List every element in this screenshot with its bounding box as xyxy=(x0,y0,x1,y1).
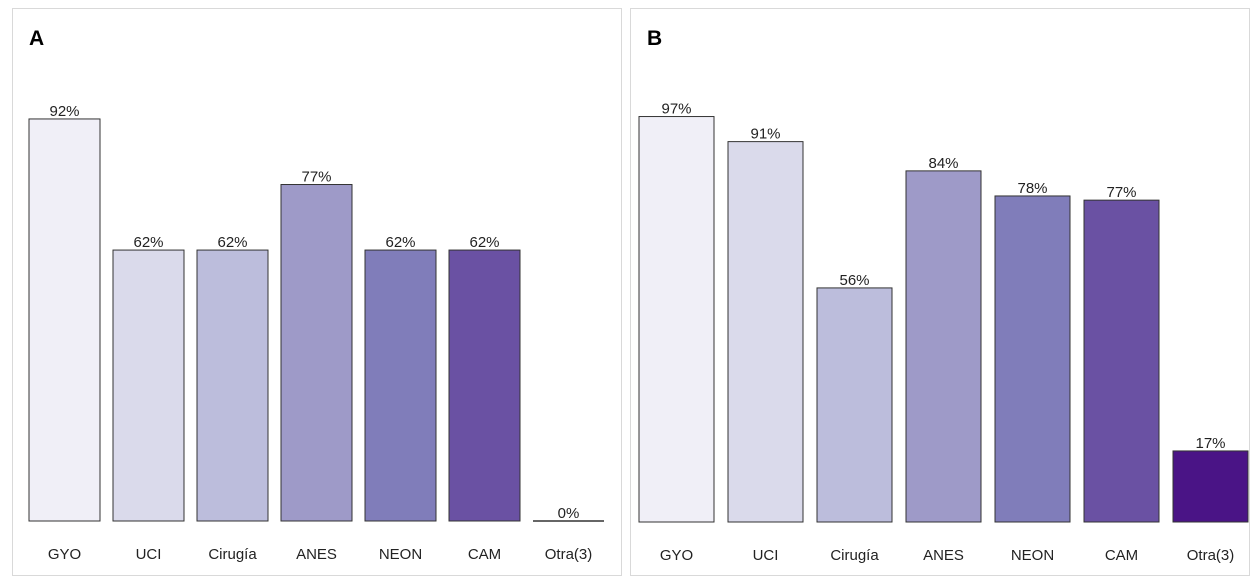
panel-label-b: B xyxy=(647,27,663,50)
category-label-a-gyo: GYO xyxy=(48,546,81,563)
value-label-b-cirugia: 56% xyxy=(839,272,869,289)
panel-label-a: A xyxy=(29,27,45,50)
bar-b-otra-3 xyxy=(1172,450,1249,523)
bar-b-cirugia xyxy=(816,287,893,523)
bar-chart-b: 97% GYO 91% UCI 56% Cirugía 84% ANES 78% NEON 77% C… xyxy=(638,101,1249,564)
chart-panel-b: B 97% GYO 91% UCI 56% Cirugía 84% ANES 78% NEON 77… xyxy=(630,8,1250,576)
category-label-b-neon: NEON xyxy=(1011,547,1054,564)
value-label-b-otra-3: 17% xyxy=(1195,435,1225,452)
bar-b-neon xyxy=(994,195,1071,523)
value-label-b-gyo: 97% xyxy=(661,101,691,118)
bar-b-uci xyxy=(727,141,804,523)
value-label-b-neon: 78% xyxy=(1017,180,1047,197)
value-label-a-uci: 62% xyxy=(133,234,163,251)
category-label-b-gyo: GYO xyxy=(660,547,693,564)
value-label-a-gyo: 92% xyxy=(49,103,79,120)
category-label-b-cirugia: Cirugía xyxy=(830,547,879,564)
category-label-b-uci: UCI xyxy=(753,547,779,564)
bar-a-cirugia xyxy=(196,249,269,522)
value-label-a-anes: 77% xyxy=(301,169,331,186)
value-label-b-uci: 91% xyxy=(750,126,780,143)
value-label-a-cam: 62% xyxy=(469,234,499,251)
bar-a-gyo xyxy=(28,118,101,522)
category-label-b-cam: CAM xyxy=(1105,547,1138,564)
bar-b-anes xyxy=(905,170,982,523)
bar-chart-a: 92% GYO 62% UCI 62% Cirugía 77% ANES 62% NEON 62% C… xyxy=(28,103,604,563)
value-label-a-neon: 62% xyxy=(385,234,415,251)
value-label-a-cirugia: 62% xyxy=(217,234,247,251)
bar-a-neon xyxy=(364,249,437,522)
category-label-b-anes: ANES xyxy=(923,547,964,564)
value-label-a-otra-3: 0% xyxy=(558,505,580,522)
bar-a-cam xyxy=(448,249,521,522)
category-label-a-neon: NEON xyxy=(379,546,422,563)
value-label-b-cam: 77% xyxy=(1106,184,1136,201)
category-label-a-uci: UCI xyxy=(136,546,162,563)
category-label-a-cirugia: Cirugía xyxy=(208,546,257,563)
bar-b-cam xyxy=(1083,199,1160,523)
category-label-a-cam: CAM xyxy=(468,546,501,563)
category-label-a-anes: ANES xyxy=(296,546,337,563)
category-label-a-otra-3: Otra(3) xyxy=(545,546,593,563)
chart-panel-a: A 92% GYO 62% UCI 62% Cirugía 77% ANES 62% NEON 62… xyxy=(12,8,622,576)
category-label-b-otra-3: Otra(3) xyxy=(1187,547,1235,564)
bar-a-uci xyxy=(112,249,185,522)
bar-a-anes xyxy=(280,184,353,522)
bar-b-gyo xyxy=(638,116,715,523)
value-label-b-anes: 84% xyxy=(928,155,958,172)
